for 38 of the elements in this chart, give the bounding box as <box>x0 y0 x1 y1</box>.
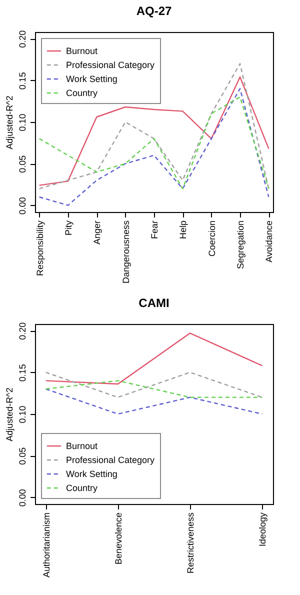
y-tick-label: 0.05 <box>18 155 28 173</box>
x-tick-label: Benevolence <box>113 512 124 565</box>
legend-label: Country <box>66 483 98 493</box>
legend-label: Professional Category <box>66 60 156 70</box>
legend-label: Work Setting <box>66 469 118 479</box>
y-axis-title: Adjusted-R^2 <box>4 96 14 150</box>
legend-label: Country <box>66 88 98 98</box>
x-tick-label: Ideology <box>258 512 268 547</box>
y-tick-label: 0.10 <box>18 406 28 424</box>
y-tick-label: 0.00 <box>18 197 28 215</box>
line-series <box>38 96 270 190</box>
y-tick-label: 0.00 <box>18 489 28 507</box>
x-tick-label: Help <box>178 220 188 240</box>
y-tick-label: 0.10 <box>18 114 28 132</box>
y-tick-label: 0.15 <box>18 72 28 90</box>
chart-title: CAMI <box>138 296 170 310</box>
x-tick-label: Anger <box>92 220 102 245</box>
line-series <box>38 88 270 206</box>
x-tick-label: Segregation <box>236 220 246 270</box>
y-tick-label: 0.15 <box>18 364 28 382</box>
legend-label: Burnout <box>66 441 98 451</box>
chart-title: AQ-27 <box>136 4 172 18</box>
line-series <box>45 332 263 385</box>
x-tick-label: Fear <box>150 220 160 240</box>
x-tick-label: Pity <box>63 220 74 236</box>
y-tick-label: 0.20 <box>18 30 28 48</box>
legend-label: Work Setting <box>66 74 118 84</box>
x-tick-label: Restrictiveness <box>186 512 196 574</box>
x-tick-label: Coercion <box>206 220 217 257</box>
y-tick-label: 0.05 <box>18 447 28 465</box>
x-tick-label: Authoritarianism <box>41 512 52 578</box>
x-tick-label: Responsibility <box>34 220 45 276</box>
y-axis-title: Adjusted-R^2 <box>4 388 14 442</box>
legend-label: Burnout <box>66 46 98 56</box>
y-tick-label: 0.20 <box>18 322 28 340</box>
legend-label: Professional Category <box>66 455 156 465</box>
x-tick-label: Avoidance <box>264 220 274 262</box>
x-tick-label: Dangerousness <box>120 220 131 284</box>
